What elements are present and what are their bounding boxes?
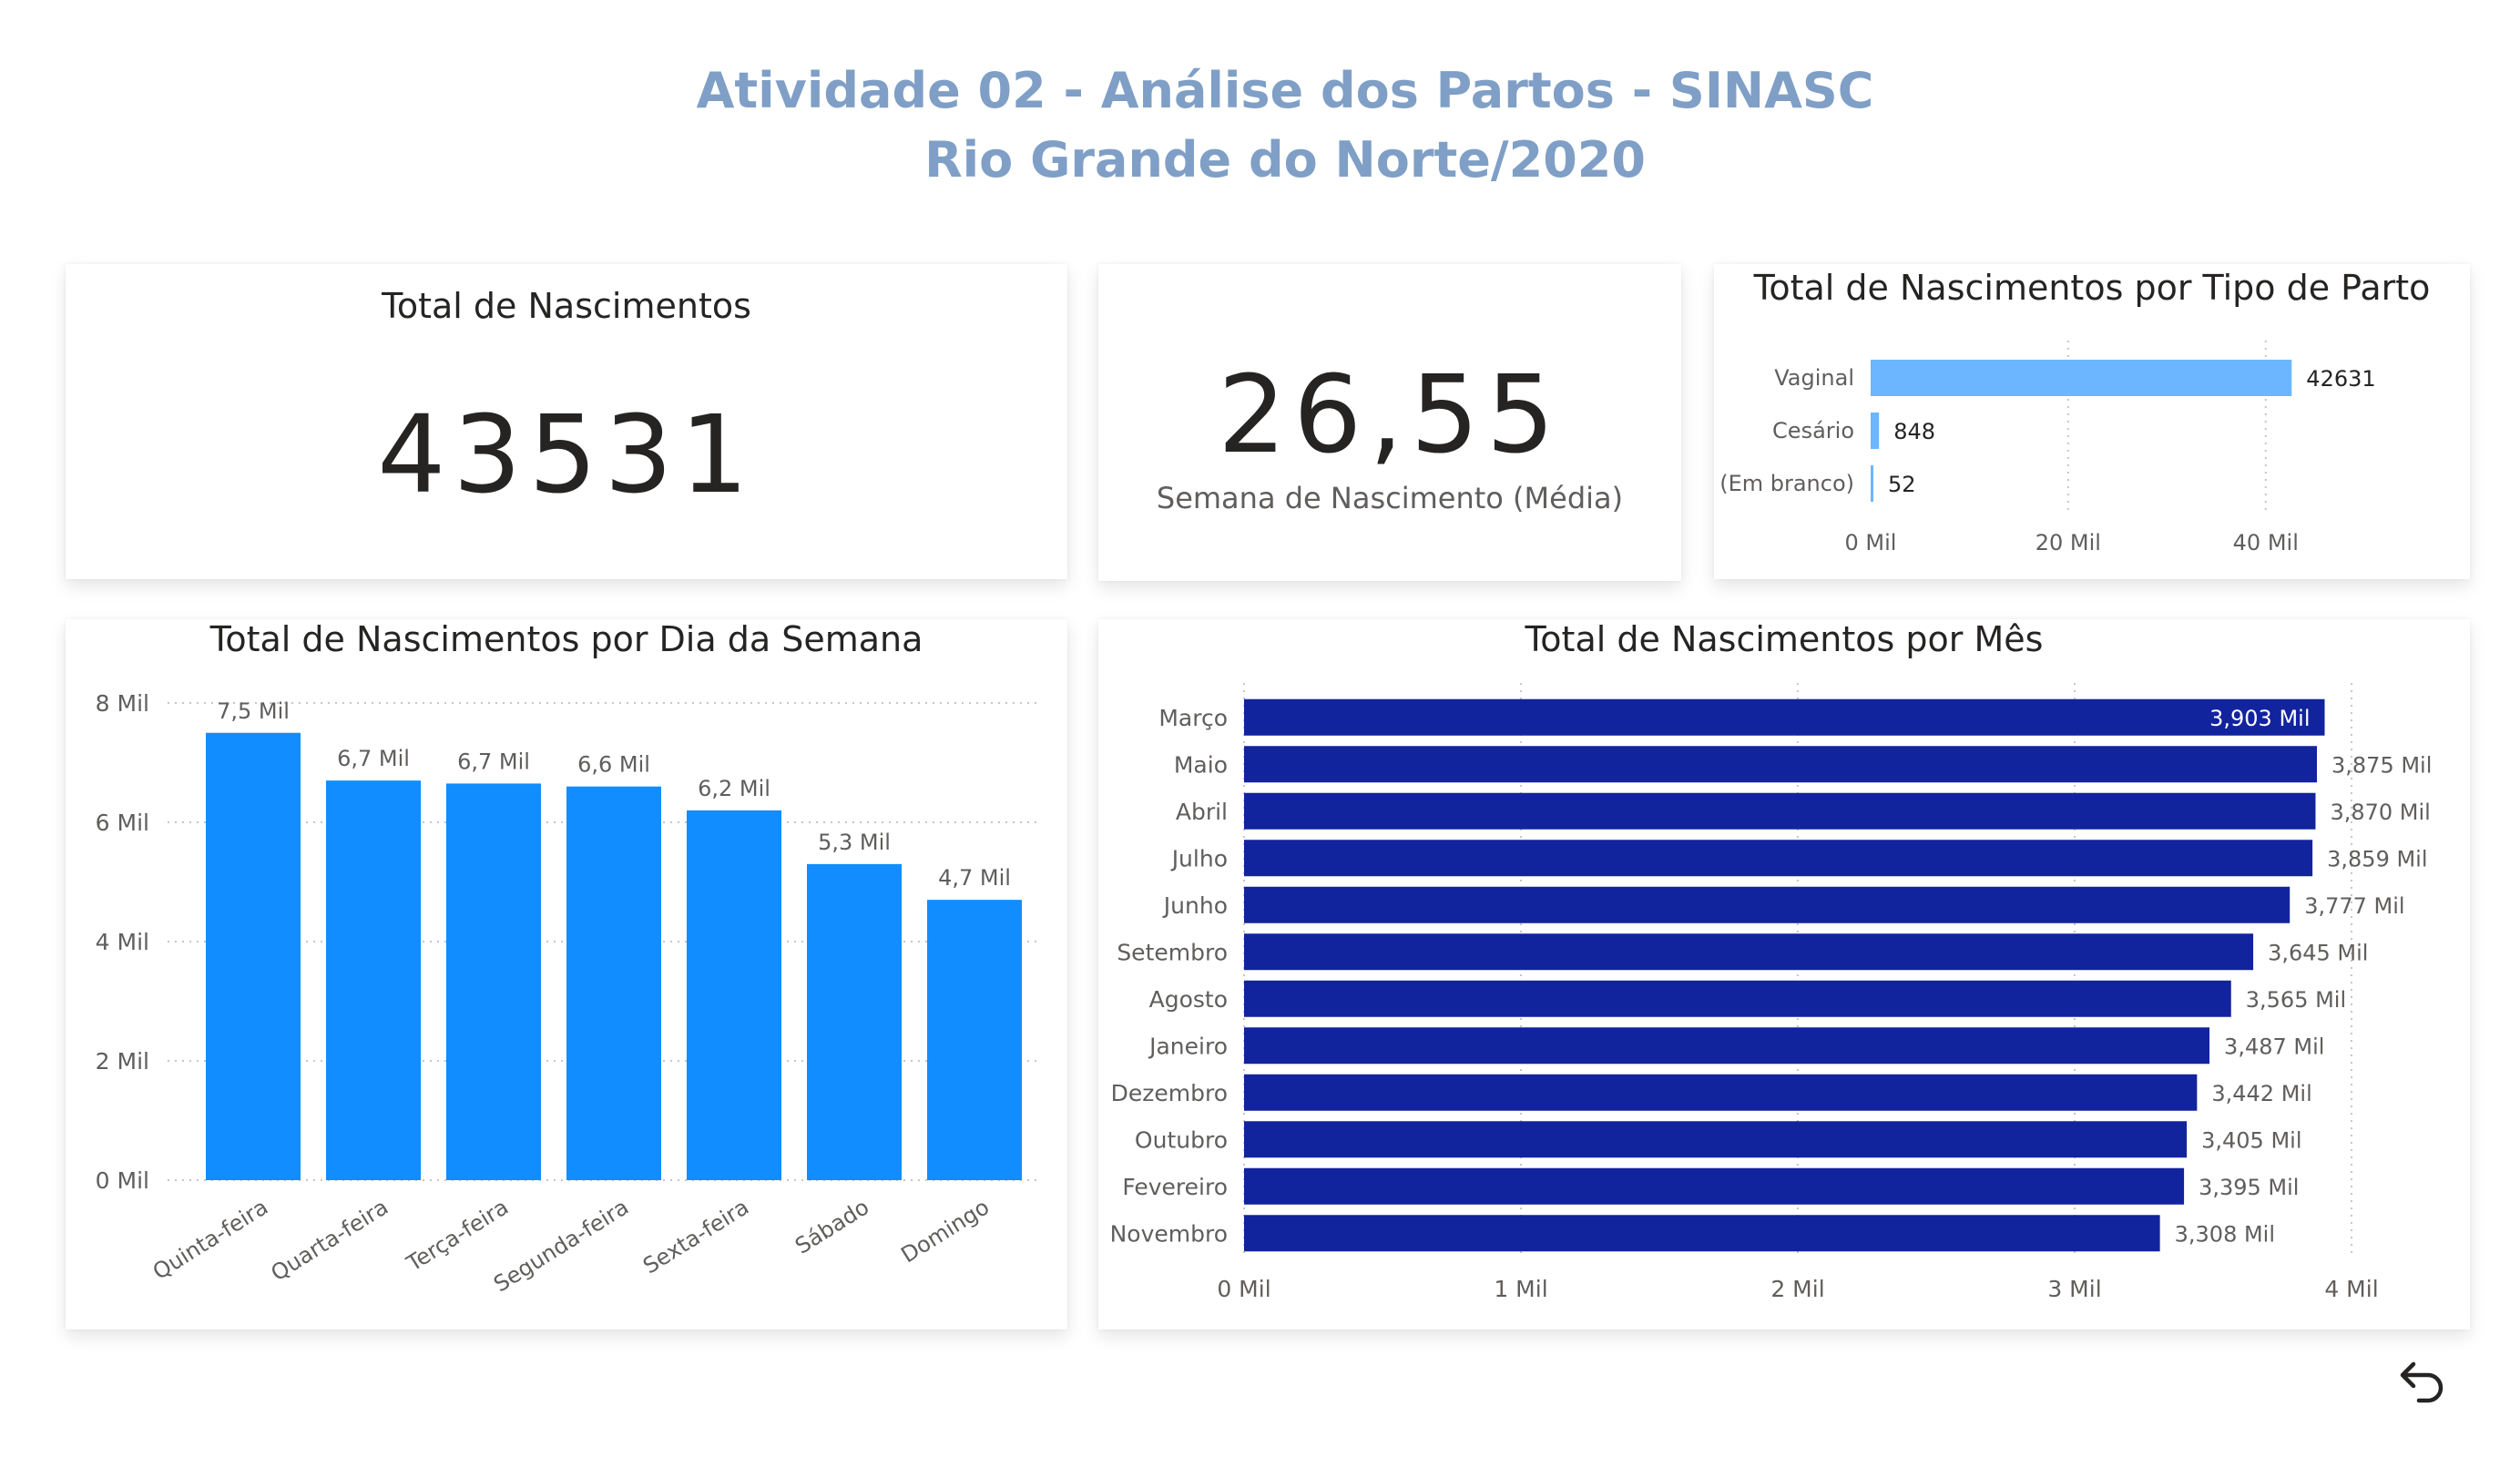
data-label: 5,3 Mil bbox=[818, 830, 891, 855]
y-tick-label: 4 Mil bbox=[96, 929, 149, 955]
data-label: 3,859 Mil bbox=[2327, 846, 2427, 871]
data-label: 6,6 Mil bbox=[577, 752, 650, 778]
data-label: 3,442 Mil bbox=[2211, 1081, 2311, 1106]
bar bbox=[566, 786, 661, 1180]
data-label: 6,2 Mil bbox=[698, 776, 770, 801]
category-label: Dezembro bbox=[1111, 1080, 1228, 1106]
bar bbox=[1244, 980, 2231, 1017]
category-label: Agosto bbox=[1149, 986, 1228, 1013]
semana-media-value: 26,55 bbox=[1218, 352, 1562, 477]
dia-semana-chart: 0 Mil 2 Mil 4 Mil 6 Mil 8 Mil 7,5 Mil Quinta-f… bbox=[96, 690, 1040, 1297]
bar bbox=[927, 900, 1022, 1180]
x-tick-label: 1 Mil bbox=[1494, 1276, 1547, 1302]
bar bbox=[1244, 886, 2290, 923]
bar bbox=[1871, 360, 2292, 396]
x-tick-label: 4 Mil bbox=[2324, 1276, 2378, 1302]
x-tick-label: 0 Mil bbox=[1217, 1276, 1270, 1302]
bar bbox=[1871, 465, 1873, 502]
data-label: 3,395 Mil bbox=[2199, 1175, 2299, 1200]
bar bbox=[326, 780, 421, 1180]
category-label: Domingo bbox=[896, 1194, 994, 1268]
bar bbox=[1244, 1215, 2160, 1252]
x-tick-label: 20 Mil bbox=[2035, 530, 2101, 555]
mes-chart: 0 Mil 1 Mil 2 Mil 3 Mil 4 Mil Março 3,903 Mil M… bbox=[1110, 683, 2432, 1302]
bar bbox=[1244, 1167, 2185, 1205]
data-label: 3,405 Mil bbox=[2201, 1127, 2301, 1153]
data-label: 52 bbox=[1888, 472, 1916, 497]
category-label: Vaginal bbox=[1774, 365, 1854, 391]
dashboard-title-line2: Rio Grande do Norte/2020 bbox=[924, 131, 1646, 188]
bar bbox=[687, 810, 781, 1180]
tipo-parto-chart-card[interactable]: Total de Nascimentos por Tipo de Parto 0… bbox=[1714, 264, 2470, 579]
category-label: Janeiro bbox=[1148, 1033, 1228, 1059]
y-tick-label: 8 Mil bbox=[96, 690, 149, 717]
x-tick-label: 0 Mil bbox=[1845, 530, 1897, 555]
data-label: 4,7 Mil bbox=[938, 865, 1011, 891]
y-tick-label: 0 Mil bbox=[96, 1167, 149, 1194]
dia-semana-chart-title: Total de Nascimentos por Dia da Semana bbox=[209, 619, 923, 659]
semana-media-card[interactable]: 26,55 Semana de Nascimento (Média) bbox=[1098, 264, 1681, 581]
category-label: Quarta-feira bbox=[267, 1194, 393, 1286]
category-label: Abril bbox=[1176, 799, 1228, 825]
back-button[interactable] bbox=[2392, 1355, 2450, 1413]
total-nascimentos-title: Total de Nascimentos bbox=[382, 286, 751, 326]
x-tick-label: 3 Mil bbox=[2047, 1276, 2101, 1302]
category-label: Junho bbox=[1162, 892, 1228, 919]
bar bbox=[807, 863, 902, 1180]
category-label: Outubro bbox=[1135, 1126, 1228, 1153]
category-label: (Em branco) bbox=[1719, 471, 1854, 496]
dashboard-title: Atividade 02 - Análise dos Partos - SINA… bbox=[0, 56, 2520, 195]
data-label: 3,565 Mil bbox=[2246, 987, 2346, 1013]
category-label: Março bbox=[1158, 705, 1228, 731]
data-label: 3,487 Mil bbox=[2224, 1034, 2324, 1059]
data-label: 3,870 Mil bbox=[2330, 800, 2430, 825]
data-label: 3,645 Mil bbox=[2268, 940, 2368, 965]
bar bbox=[1244, 698, 2325, 736]
undo-arrow-icon bbox=[2400, 1361, 2443, 1403]
category-label: Sexta-feira bbox=[638, 1194, 753, 1279]
bar bbox=[1244, 933, 2254, 971]
x-tick-label: 40 Mil bbox=[2233, 530, 2299, 555]
category-label: Maio bbox=[1174, 751, 1228, 778]
data-label: 42631 bbox=[2306, 366, 2375, 392]
bar bbox=[1244, 840, 2313, 877]
semana-media-label: Semana de Nascimento (Média) bbox=[1156, 481, 1624, 515]
data-label: 6,7 Mil bbox=[457, 749, 530, 774]
category-label: Setembro bbox=[1117, 939, 1228, 965]
mes-chart-title: Total de Nascimentos por Mês bbox=[1525, 619, 2044, 659]
category-label: Sábado bbox=[791, 1194, 873, 1258]
data-label: 3,903 Mil bbox=[2209, 706, 2310, 731]
category-label: Cesário bbox=[1772, 418, 1854, 443]
x-tick-label: 2 Mil bbox=[1770, 1276, 1824, 1302]
category-label: Segunda-feira bbox=[489, 1194, 633, 1297]
bar bbox=[1871, 413, 1880, 449]
category-label: Julho bbox=[1170, 845, 1228, 871]
data-label: 3,777 Mil bbox=[2304, 893, 2404, 919]
data-label: 6,7 Mil bbox=[337, 746, 410, 771]
data-label: 848 bbox=[1893, 419, 1935, 444]
bar bbox=[1244, 1027, 2210, 1065]
dashboard-title-line1: Atividade 02 - Análise dos Partos - SINA… bbox=[696, 62, 1874, 119]
y-tick-label: 2 Mil bbox=[96, 1048, 149, 1075]
mes-chart-card[interactable]: Total de Nascimentos por Mês 0 Mil 1 Mil 2… bbox=[1098, 619, 2470, 1330]
y-tick-label: 6 Mil bbox=[96, 810, 149, 836]
bar bbox=[446, 783, 541, 1180]
total-nascimentos-value: 43531 bbox=[377, 392, 756, 517]
bar bbox=[1244, 792, 2316, 830]
tipo-parto-chart-title: Total de Nascimentos por Tipo de Parto bbox=[1753, 268, 2431, 308]
bar bbox=[1244, 746, 2317, 783]
category-label: Novembro bbox=[1110, 1220, 1228, 1247]
total-nascimentos-card[interactable]: Total de Nascimentos 43531 bbox=[66, 264, 1067, 579]
data-label: 3,875 Mil bbox=[2331, 752, 2432, 778]
category-label: Terça-feira bbox=[402, 1194, 513, 1277]
bar bbox=[1244, 1074, 2198, 1111]
bar bbox=[206, 732, 301, 1180]
data-label: 3,308 Mil bbox=[2175, 1221, 2275, 1247]
bar bbox=[1244, 1121, 2188, 1158]
dia-semana-chart-card[interactable]: Total de Nascimentos por Dia da Semana 0… bbox=[66, 619, 1067, 1330]
category-label: Quinta-feira bbox=[148, 1194, 272, 1285]
tipo-parto-chart: 0 Mil 20 Mil 40 Mil Vaginal 42631 Cesário 848 (… bbox=[1719, 341, 2376, 555]
category-label: Fevereiro bbox=[1122, 1174, 1228, 1200]
data-label: 7,5 Mil bbox=[217, 698, 290, 724]
